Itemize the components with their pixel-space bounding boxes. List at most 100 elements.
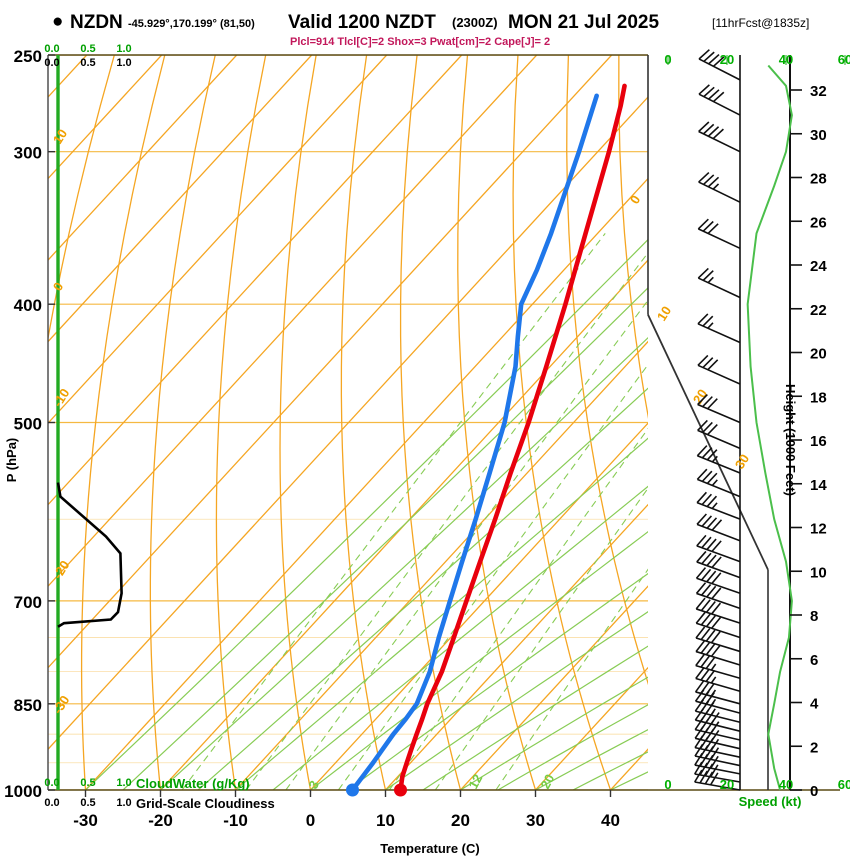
temperature-tick-label: -10: [223, 811, 248, 830]
wind-barb: [695, 640, 741, 666]
height-tick-label: 22: [810, 302, 827, 319]
speed-tick-bottom: 40: [779, 777, 793, 792]
speed-tick-bottom: 20: [720, 777, 734, 792]
height-tick-label: 0: [810, 783, 818, 800]
pressure-axis-title: P (hPa): [4, 438, 19, 483]
speed-tick-top: 60: [838, 52, 850, 67]
background-grid: [48, 55, 648, 790]
height-tick-label: 32: [810, 83, 827, 100]
cloudwater-axis-title: CloudWater (g/Kg): [136, 776, 250, 791]
wind-speed-trace: [746, 64, 793, 791]
height-tick-label: 12: [810, 521, 827, 538]
height-tick-label: 4: [810, 696, 819, 713]
speed-tick-bottom: 60: [838, 777, 850, 792]
mixing-ratio-label: 12: [465, 772, 485, 792]
wind-barb: [695, 611, 741, 639]
wind-barb: [697, 218, 741, 250]
moist-adiabat-label: 30: [732, 451, 752, 471]
moist-adiabat-label: 20: [690, 386, 710, 406]
wind-barb: [695, 582, 741, 610]
wind-barb: [696, 445, 741, 474]
wind-barb: [694, 769, 741, 791]
temperature-axis-title: Temperature (C): [380, 841, 479, 856]
wind-barb: [698, 84, 741, 116]
pressure-tick-label: 250: [14, 47, 42, 66]
wind-barb: [698, 171, 741, 203]
forecast-tag: [11hrFcst@1835z]: [712, 16, 809, 30]
valid-time: Valid 1200 NZDT: [288, 12, 436, 33]
wind-barb: [697, 354, 741, 385]
wind-barb: [694, 717, 741, 741]
wind-barb: [695, 567, 741, 595]
temperature-tick-label: -20: [148, 811, 173, 830]
wind-speed-profile: [746, 64, 793, 791]
temperature-tick-label: 20: [451, 811, 470, 830]
pressure-tick-label: 300: [14, 144, 42, 163]
wind-barb-panel: [694, 49, 741, 791]
wind-barb: [695, 666, 741, 692]
temperature-tick-label: -30: [73, 811, 98, 830]
sounding-parameters: Plcl=914 Tlcl[C]=2 Shox=3 Pwat[cm]=2 Cap…: [290, 36, 550, 48]
temperature-trace: [398, 83, 627, 793]
station-coords: -45.929°,170.199° (81,50): [128, 18, 255, 30]
wind-barb: [694, 680, 741, 705]
height-tick-label: 30: [810, 127, 827, 144]
height-tick-label: 2: [810, 739, 818, 756]
wind-barb: [696, 513, 741, 542]
wind-barb: [697, 267, 741, 299]
wind-barb: [697, 393, 741, 424]
moist-adiabat-label: 10: [654, 303, 674, 323]
cloudwater-tick-bottom: 0.0: [44, 777, 59, 789]
station-id: NZDN: [70, 12, 123, 33]
height-tick-label: 28: [810, 171, 827, 188]
wind-barb: [697, 313, 741, 344]
pressure-tick-label: 1000: [4, 782, 42, 801]
sounding-traces: [346, 83, 627, 797]
height-tick-label: 16: [810, 433, 827, 450]
height-tick-label: 6: [810, 652, 818, 669]
height-tick-label: 26: [810, 214, 827, 231]
wind-barb: [696, 550, 741, 579]
cloudiness-tick-bottom: 1.0: [116, 797, 131, 809]
wind-barb: [698, 49, 741, 81]
height-tick-label: 18: [810, 389, 827, 406]
speed-tick-bottom: 0: [664, 777, 671, 792]
cloudiness-tick-top: 0.5: [80, 57, 95, 69]
cloudiness-tick-top: 1.0: [116, 57, 131, 69]
valid-time-utc: (2300Z): [452, 15, 498, 30]
cloudiness-tick-top: 0.0: [44, 57, 59, 69]
wind-barb: [698, 121, 741, 153]
cloudwater-tick-bottom: 0.5: [80, 777, 95, 789]
wind-barb: [695, 597, 741, 624]
station-dot: ●: [52, 11, 63, 32]
wind-barb: [696, 491, 741, 520]
dry-adiabat-label: 10: [50, 126, 70, 146]
wind-barb: [697, 419, 741, 450]
dewpoint-trace: [350, 93, 599, 793]
pressure-tick-label: 500: [14, 415, 42, 434]
mixing-ratio-label: 20: [537, 772, 557, 792]
cloudiness-tick-bottom: 0.5: [80, 797, 95, 809]
cloudiness-profile: [56, 482, 123, 628]
wind-barb: [696, 468, 741, 498]
header: ● NZDN -45.929°,170.199° (81,50) Valid 1…: [52, 11, 809, 48]
temperature-tick-label: 30: [526, 811, 545, 830]
height-tick-label: 14: [810, 477, 827, 494]
temperature-tick-label: 40: [601, 811, 620, 830]
cloudwater-tick-bottom: 1.0: [116, 777, 131, 789]
valid-date: MON 21 Jul 2025: [508, 12, 659, 33]
wind-barb: [694, 743, 741, 767]
cloudwater-tick-top: 0.5: [80, 43, 95, 55]
pressure-tick-label: 850: [14, 696, 42, 715]
dewpoint-surface-marker: [346, 783, 359, 797]
grid-scale-cloudiness-trace: [56, 482, 123, 628]
wind-barb: [696, 534, 741, 563]
cloudiness-tick-bottom: 0.0: [44, 797, 59, 809]
speed-axis-title: Speed (kt): [739, 794, 802, 809]
mixing-ratio-labels: 3 12 20: [305, 772, 557, 792]
height-axis-title: Height (1000 Feet): [783, 384, 798, 496]
